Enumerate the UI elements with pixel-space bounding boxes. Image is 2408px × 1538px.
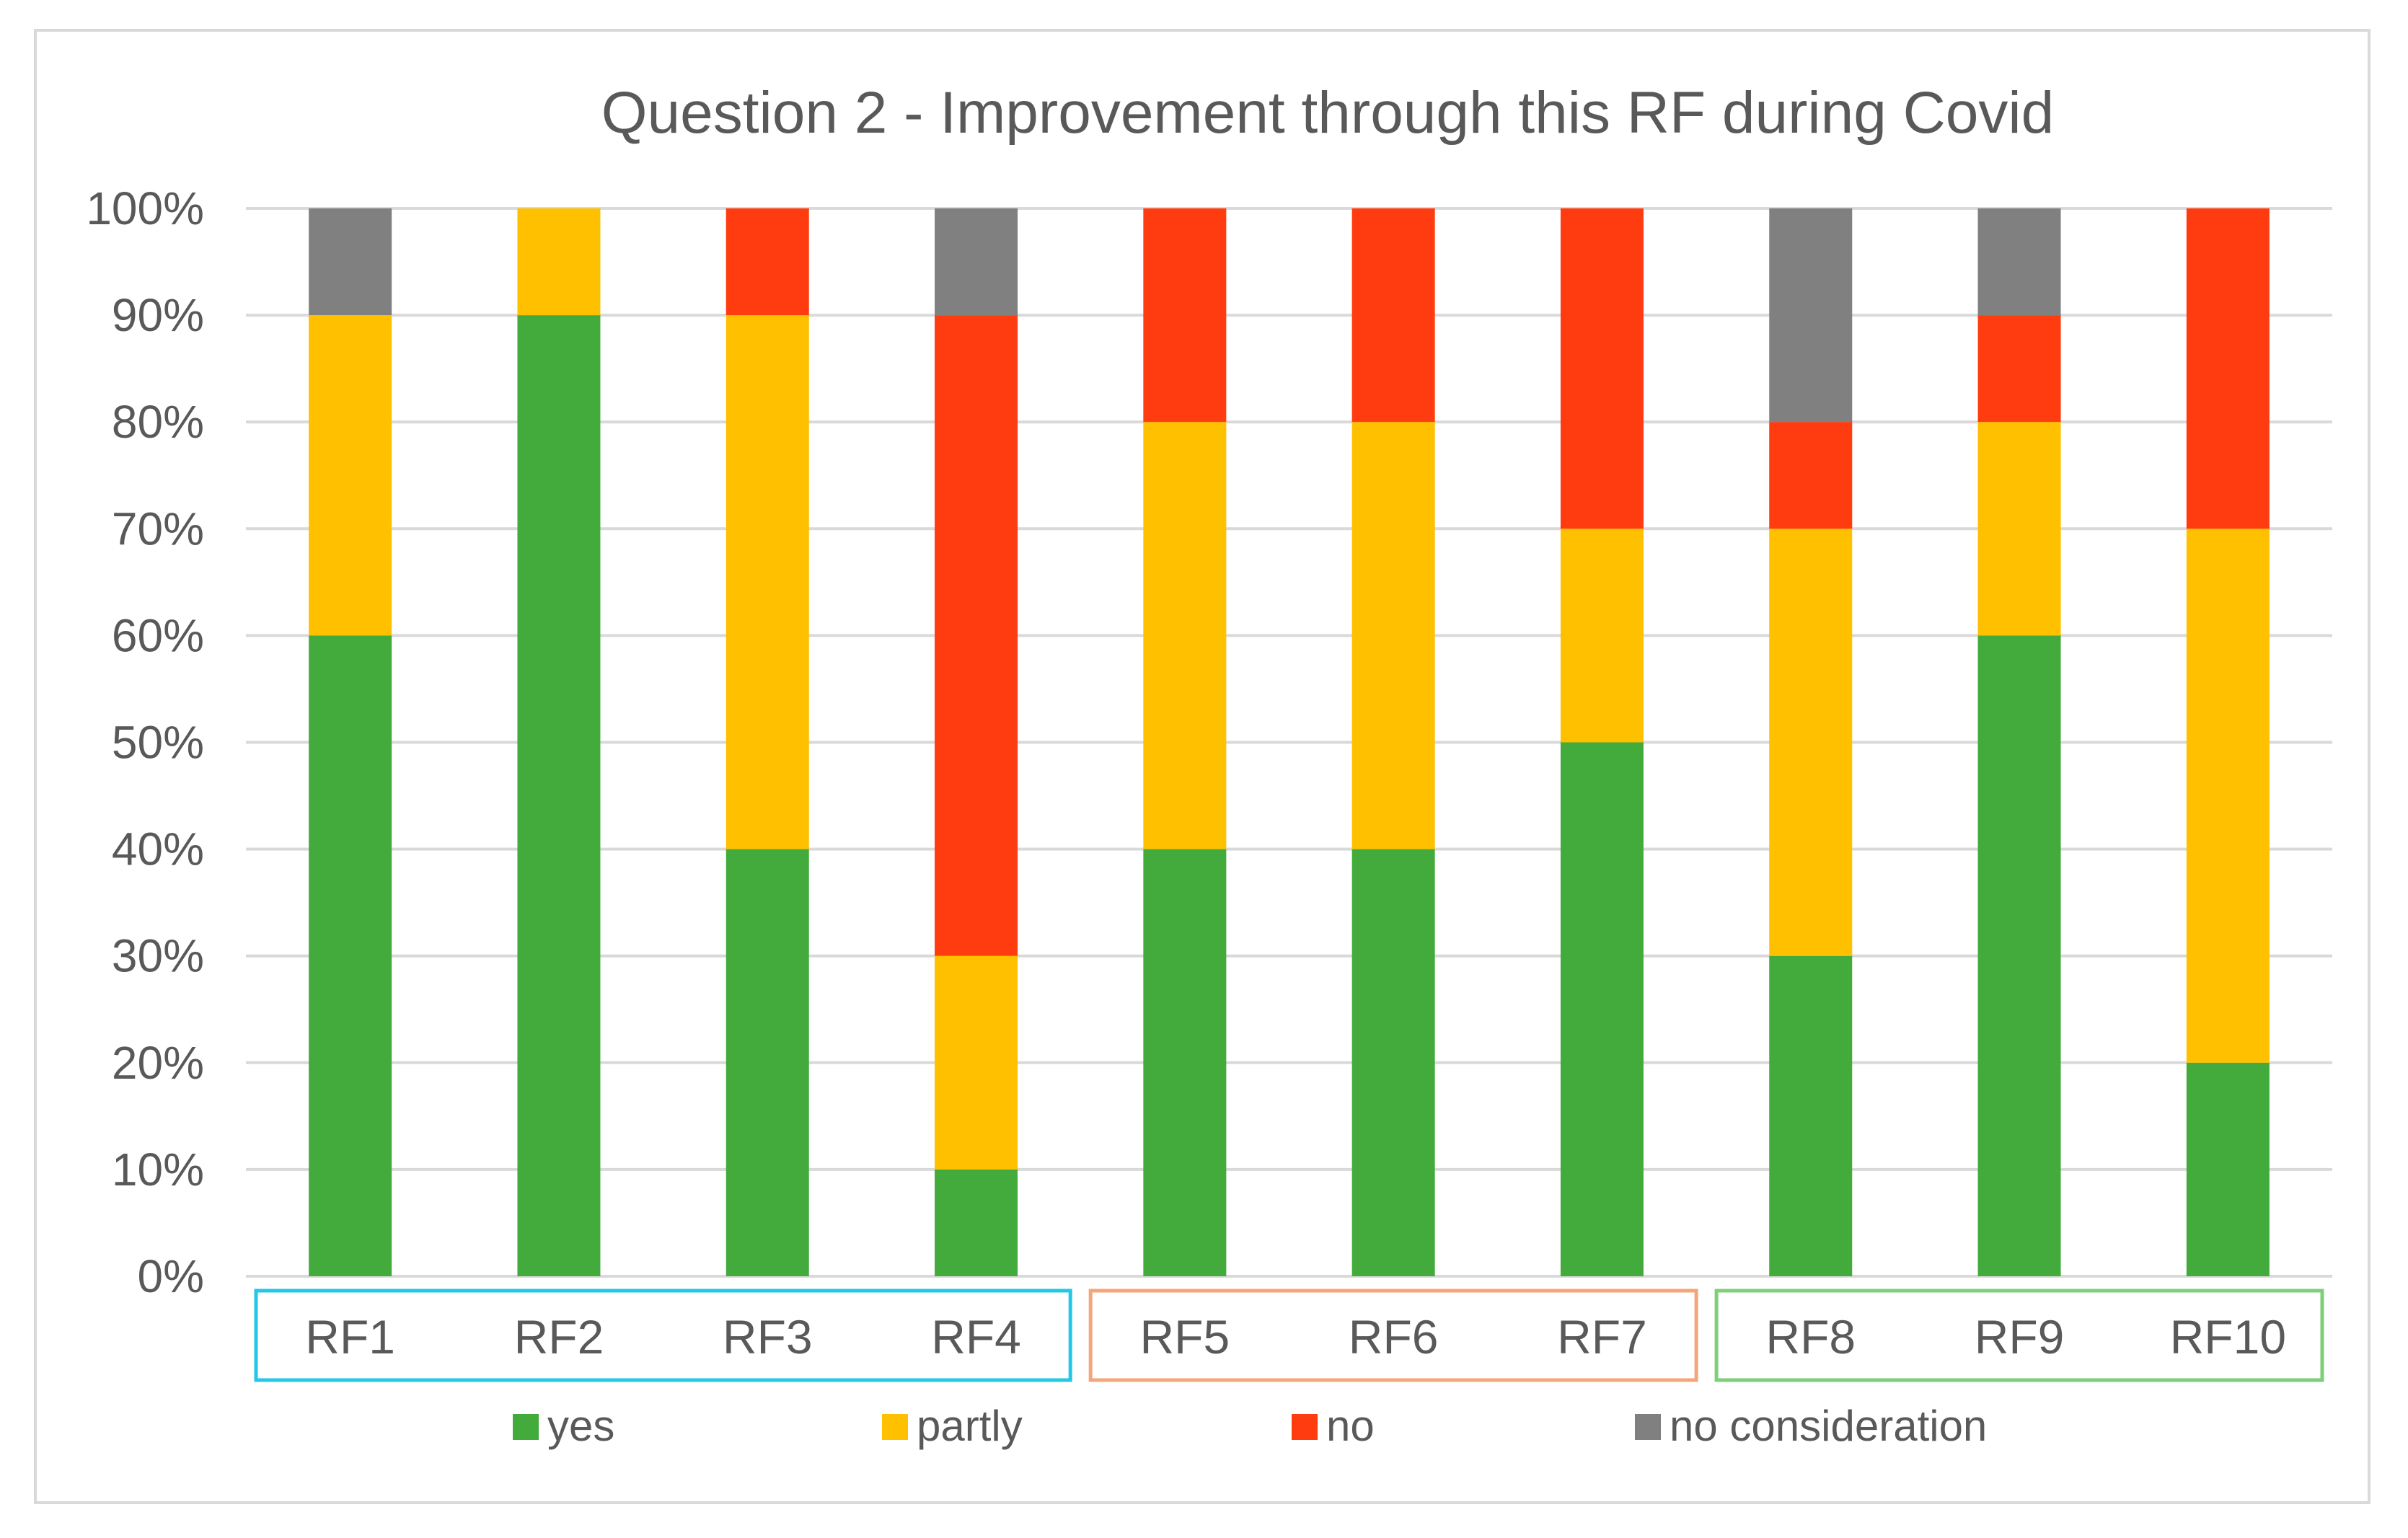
bar-segment xyxy=(1560,529,1644,743)
bar-segment xyxy=(935,208,1018,316)
x-category-label: RF1 xyxy=(305,1310,395,1364)
bar-segment xyxy=(2186,1062,2270,1276)
legend: yes partly no no consideration xyxy=(513,1402,1987,1450)
x-category-label: RF3 xyxy=(723,1310,813,1364)
y-tick-label: 90% xyxy=(112,289,204,341)
category-group-box xyxy=(254,1289,1072,1382)
bar-segment xyxy=(1143,849,1227,1276)
y-axis-tick-labels: 0% 10% 20% 30% 40% 50% 60% 70% 80% 90% 100% xyxy=(86,182,204,1302)
bar-segment xyxy=(1351,422,1435,849)
legend-label: no xyxy=(1326,1402,1375,1450)
y-tick-label: 30% xyxy=(112,930,204,982)
x-category-label: RF9 xyxy=(1975,1310,2065,1364)
y-tick-label: 40% xyxy=(112,823,204,875)
legend-swatch xyxy=(513,1414,539,1440)
legend-swatch xyxy=(1635,1414,1661,1440)
bar-segment xyxy=(2186,208,2270,529)
x-axis-category-labels: RF1 RF2 RF3 RF4 RF5 RF6 RF7 RF8 RF9 RF10 xyxy=(305,1310,2286,1364)
bar-segment xyxy=(1143,208,1227,423)
bar-segment xyxy=(1977,635,2061,1276)
bar-segment xyxy=(726,849,809,1276)
bar-segment xyxy=(2186,529,2270,1063)
category-group-box xyxy=(1088,1289,1698,1382)
x-category-label: RF10 xyxy=(2170,1310,2286,1364)
legend-label: no consideration xyxy=(1670,1402,1987,1450)
bar-segment xyxy=(1351,208,1435,423)
legend-swatch xyxy=(882,1414,908,1440)
legend-label: yes xyxy=(547,1402,614,1450)
bar-segment xyxy=(1769,422,1853,529)
bar-segment xyxy=(935,955,1018,1170)
bar-segment xyxy=(935,315,1018,956)
y-tick-label: 50% xyxy=(112,717,204,769)
bar-segment xyxy=(1769,208,1853,423)
y-tick-label: 60% xyxy=(112,609,204,661)
x-category-label: RF4 xyxy=(931,1310,1021,1364)
category-group-box xyxy=(1714,1289,2324,1382)
bar-segment xyxy=(309,315,392,636)
chart-title: Question 2 - Improvement through this RF… xyxy=(601,80,2055,146)
x-category-label: RF6 xyxy=(1349,1310,1439,1364)
bar-segment xyxy=(309,635,392,1276)
bar-segment xyxy=(726,315,809,849)
bar-segment xyxy=(726,208,809,316)
y-tick-label: 80% xyxy=(112,396,204,448)
bar-segment xyxy=(1351,849,1435,1276)
x-category-label: RF5 xyxy=(1140,1310,1230,1364)
y-tick-label: 10% xyxy=(112,1144,204,1196)
bar-segment xyxy=(1977,422,2061,636)
y-tick-label: 0% xyxy=(138,1250,205,1302)
y-tick-label: 70% xyxy=(112,503,204,554)
legend-swatch xyxy=(1292,1414,1318,1440)
x-category-label: RF7 xyxy=(1557,1310,1647,1364)
x-category-label: RF8 xyxy=(1765,1310,1856,1364)
bar-segment xyxy=(1769,955,1853,1276)
legend-label: partly xyxy=(917,1402,1023,1450)
bar-segment xyxy=(309,208,392,316)
bar-segment xyxy=(1769,529,1853,956)
x-category-label: RF2 xyxy=(514,1310,604,1364)
bar-segment xyxy=(1560,742,1644,1276)
category-groups xyxy=(254,1289,2324,1382)
bar-segment xyxy=(517,208,601,316)
chart-frame: Question 2 - Improvement through this RF… xyxy=(34,29,2370,1504)
y-tick-label: 20% xyxy=(112,1037,204,1089)
bar-segment xyxy=(1560,208,1644,529)
bar-segment xyxy=(1977,208,2061,316)
bar-segment xyxy=(1143,422,1227,849)
bar-segment xyxy=(935,1169,1018,1276)
y-tick-label: 100% xyxy=(86,182,204,234)
bar-segment xyxy=(1977,315,2061,423)
bars xyxy=(309,208,2270,1277)
bar-segment xyxy=(517,315,601,1277)
chart-svg: Question 2 - Improvement through this RF… xyxy=(86,80,2332,1450)
